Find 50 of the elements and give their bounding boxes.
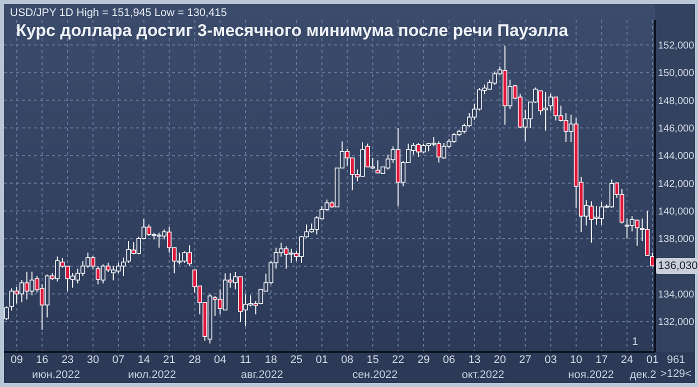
x-tick-label: 01 <box>646 354 659 366</box>
text: сен.2022 <box>352 369 398 381</box>
x-tick-label: 09 <box>10 354 23 366</box>
x-tick-label: 13 <box>468 354 481 366</box>
x-tick-label: 07 <box>112 354 125 366</box>
x-tick-label: 15 <box>366 354 379 366</box>
x-tick-label: 04 <box>214 354 226 366</box>
x-tick-label: 16 <box>36 354 48 366</box>
annotation: 136,030 <box>656 258 698 274</box>
x-tick-label: 06 <box>442 354 456 366</box>
text: авг.2022 <box>240 369 284 381</box>
y-tick-label: 150,000 <box>658 68 695 80</box>
text: дек.2 <box>630 369 656 381</box>
x-tick-label: 23 <box>61 354 74 366</box>
x-tick-label: 27 <box>519 354 532 366</box>
text: окт.2022 <box>462 369 504 381</box>
chart-title: Курс доллара достиг 3-месячного минимума после речи Пауэлла <box>16 21 568 41</box>
x-tick-label: 21 <box>163 354 176 366</box>
x-tick-label: 03 <box>544 354 557 366</box>
candlestick <box>4 306 9 321</box>
x-tick-label: 17 <box>595 354 608 366</box>
y-tick-label: 132,000 <box>658 317 695 328</box>
x-tick-label: 11 <box>240 354 252 366</box>
annotation: 1 <box>632 336 638 348</box>
text: июн.2022 <box>32 369 80 381</box>
x-tick-label: 25 <box>290 354 303 366</box>
x-tick-label: 30 <box>86 354 100 366</box>
text: июл.2022 <box>128 369 176 381</box>
x-tick-label: 10 <box>570 354 582 366</box>
y-tick-label: 138,000 <box>658 234 695 246</box>
y-tick-label: 146,000 <box>658 123 695 134</box>
y-tick-label: 142,000 <box>658 178 695 190</box>
text: ноя.2022 <box>568 369 614 381</box>
text: >129< <box>660 368 692 380</box>
x-tick-label: 22 <box>392 354 404 366</box>
x-tick-label: 18 <box>264 354 278 366</box>
text: 961 <box>666 354 686 366</box>
x-tick-label: 01 <box>316 354 328 366</box>
y-tick-label: 134,000 <box>658 289 695 300</box>
x-tick-label: 24 <box>620 354 634 366</box>
x-tick-label: 08 <box>341 354 354 366</box>
chart-subtitle: USD/JPY 1D High = 151,945 Low = 130,415 <box>10 7 227 19</box>
y-tick-label: 152,000 <box>658 40 695 52</box>
x-tick-label: 20 <box>494 354 506 366</box>
x-tick-label: 14 <box>138 354 150 366</box>
x-tick-label: 28 <box>188 354 201 366</box>
y-tick-label: 140,000 <box>658 206 695 218</box>
y-tick-label: 148,000 <box>658 96 695 107</box>
y-tick-label: 144,000 <box>658 151 695 162</box>
x-tick-label: 29 <box>417 354 430 366</box>
